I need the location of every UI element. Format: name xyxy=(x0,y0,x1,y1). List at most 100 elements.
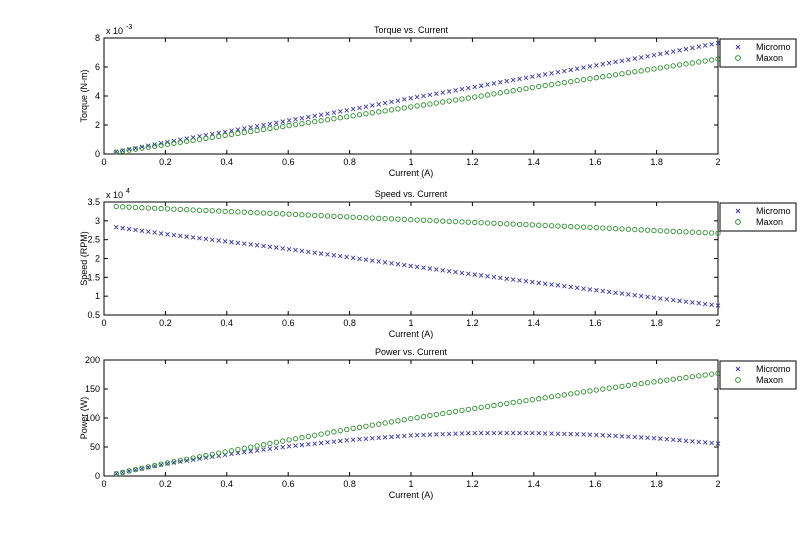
data-point-x xyxy=(670,297,676,303)
y-axis-label: Power (W) xyxy=(79,397,89,440)
data-point-o xyxy=(401,216,407,223)
data-point-o xyxy=(414,217,420,223)
data-point-x xyxy=(664,296,670,302)
data-point-x xyxy=(299,248,305,254)
data-point-x xyxy=(338,438,343,444)
data-point-x xyxy=(363,436,369,442)
data-point-o xyxy=(600,225,606,231)
data-point-o xyxy=(152,462,158,469)
data-point-x xyxy=(139,144,145,150)
data-point-x xyxy=(466,271,471,277)
data-point-o xyxy=(222,132,228,139)
data-point-o xyxy=(228,131,235,138)
data-point-o xyxy=(619,71,625,77)
data-point-o xyxy=(184,138,190,144)
data-point-o xyxy=(459,407,465,414)
data-point-o xyxy=(369,215,375,221)
data-point-o xyxy=(248,209,254,216)
data-point-o xyxy=(593,225,600,231)
data-point-o xyxy=(267,440,273,447)
data-point-x xyxy=(530,430,535,436)
data-point-x xyxy=(286,246,292,252)
data-point-o xyxy=(414,414,420,421)
y-tick-label: 8 xyxy=(95,33,100,43)
data-point-o xyxy=(126,204,132,210)
data-point-x xyxy=(331,439,337,444)
data-point-x xyxy=(254,242,260,248)
data-point-o xyxy=(580,389,587,395)
data-point-o xyxy=(120,148,126,154)
data-point-x xyxy=(248,124,254,130)
data-point-o xyxy=(164,460,171,466)
data-point-x xyxy=(293,443,298,448)
data-point-o xyxy=(356,112,363,118)
legend-label: Maxon xyxy=(756,217,783,227)
data-point-o xyxy=(280,123,286,130)
data-point-x xyxy=(549,431,554,436)
data-point-x xyxy=(357,256,362,262)
data-point-o xyxy=(491,220,497,226)
legend-marker-x xyxy=(735,208,741,214)
data-point-x xyxy=(562,283,567,289)
data-point-x xyxy=(184,458,190,463)
data-point-x xyxy=(389,99,394,105)
legend-label: Micromo xyxy=(756,364,791,374)
data-point-o xyxy=(708,57,715,63)
axes-box xyxy=(103,201,719,316)
data-point-x xyxy=(683,438,689,444)
data-point-x xyxy=(440,90,446,95)
x-tick-label: 1.4 xyxy=(528,157,541,167)
legend-marker-o xyxy=(735,55,741,61)
data-point-o xyxy=(587,76,593,82)
data-point-o xyxy=(388,107,395,113)
data-point-o xyxy=(254,127,260,134)
data-point-o xyxy=(177,206,183,213)
series-micromo xyxy=(113,40,721,155)
data-point-o xyxy=(184,207,190,213)
x-tick-label: 1 xyxy=(408,318,413,328)
data-point-x xyxy=(523,430,529,436)
data-point-x xyxy=(517,278,522,283)
data-point-o xyxy=(254,210,260,216)
data-point-o xyxy=(350,214,356,220)
data-point-x xyxy=(267,244,273,250)
data-point-x xyxy=(305,249,311,255)
data-point-x xyxy=(555,69,561,75)
data-point-x xyxy=(440,267,446,273)
data-point-o xyxy=(177,457,183,464)
y-axis-label: Speed (RPM) xyxy=(79,231,89,286)
x-tick-label: 2 xyxy=(715,479,720,489)
data-point-x xyxy=(466,430,471,436)
x-tick-label: 1.2 xyxy=(466,157,479,167)
data-point-x xyxy=(600,288,606,294)
data-point-o xyxy=(280,211,286,217)
data-point-x xyxy=(177,459,183,464)
data-point-o xyxy=(395,216,401,222)
data-point-x xyxy=(229,239,234,245)
data-point-o xyxy=(433,411,439,418)
x-tick-label: 0.8 xyxy=(343,479,356,489)
data-point-x xyxy=(414,432,420,438)
x-axis-label: Current (A) xyxy=(389,168,434,178)
x-tick-label: 0 xyxy=(101,479,106,489)
data-point-o xyxy=(708,371,715,377)
data-point-o xyxy=(203,135,209,142)
data-point-o xyxy=(158,142,164,148)
chart-title: Power vs. Current xyxy=(375,347,448,357)
data-point-o xyxy=(696,59,702,65)
data-point-o xyxy=(670,228,676,234)
data-point-o xyxy=(555,80,561,87)
data-point-o xyxy=(260,210,267,216)
data-point-x xyxy=(248,449,254,454)
data-point-o xyxy=(158,461,164,467)
y-tick-label: 50 xyxy=(90,442,100,452)
data-point-x xyxy=(632,292,638,298)
data-point-x xyxy=(536,280,542,286)
data-point-x xyxy=(280,444,286,450)
y-tick-label: 4 xyxy=(95,91,100,101)
data-point-o xyxy=(376,109,382,115)
data-point-o xyxy=(363,215,369,221)
data-point-o xyxy=(580,77,587,83)
data-point-o xyxy=(580,224,587,230)
data-point-x xyxy=(414,264,420,270)
